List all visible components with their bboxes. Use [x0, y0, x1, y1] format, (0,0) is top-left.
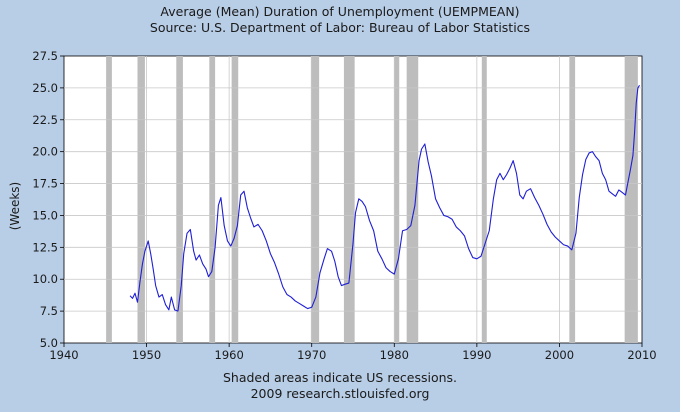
recession-band — [176, 56, 183, 343]
y-tick-label: 5.0 — [40, 336, 58, 350]
recession-band — [343, 56, 355, 343]
recession-band — [310, 56, 320, 343]
recession-band — [209, 56, 216, 343]
y-tick-label: 12.5 — [32, 240, 58, 254]
y-tick-label: 17.5 — [32, 177, 58, 191]
recession-band — [231, 56, 239, 343]
gridlines — [64, 56, 642, 343]
recession-bands — [106, 56, 638, 343]
x-tick-label: 1950 — [132, 348, 161, 362]
recession-band — [406, 56, 419, 343]
x-tick-label: 2000 — [545, 348, 574, 362]
x-tick-label: 1960 — [215, 348, 244, 362]
recession-band — [137, 56, 145, 343]
x-axis-ticks: 1940 1950 1960 1970 1980 1990 2000 2010 — [49, 343, 657, 362]
y-tick-label: 25.0 — [32, 81, 58, 95]
chart-title: Average (Mean) Duration of Unemployment … — [160, 4, 519, 19]
series-line — [129, 85, 640, 312]
y-axis-label: (Weeks) — [8, 182, 22, 231]
x-tick-label: 1990 — [462, 348, 491, 362]
recession-band — [106, 56, 112, 343]
series-lines — [129, 85, 640, 312]
y-tick-label: 20.0 — [32, 145, 58, 159]
recession-band — [624, 56, 638, 343]
x-tick-label: 1970 — [297, 348, 326, 362]
recession-band — [394, 56, 400, 343]
footer-recession-note: Shaded areas indicate US recessions. — [223, 370, 457, 385]
x-tick-label: 2010 — [627, 348, 656, 362]
footer-source-url: 2009 research.stlouisfed.org — [251, 386, 430, 401]
y-tick-label: 15.0 — [32, 208, 58, 222]
recession-band — [569, 56, 576, 343]
y-tick-label: 22.5 — [32, 113, 58, 127]
y-tick-label: 10.0 — [32, 272, 58, 286]
y-axis-ticks: 5.0 7.5 10.0 12.5 15.0 17.5 20.0 22.5 25.0 27.5 — [32, 49, 64, 350]
y-tick-label: 7.5 — [40, 304, 58, 318]
x-tick-label: 1980 — [380, 348, 409, 362]
x-tick-label: 1940 — [49, 348, 78, 362]
chart-subtitle: Source: U.S. Department of Labor: Bureau… — [150, 20, 530, 35]
recession-band — [481, 56, 487, 343]
y-tick-label: 27.5 — [32, 49, 58, 63]
